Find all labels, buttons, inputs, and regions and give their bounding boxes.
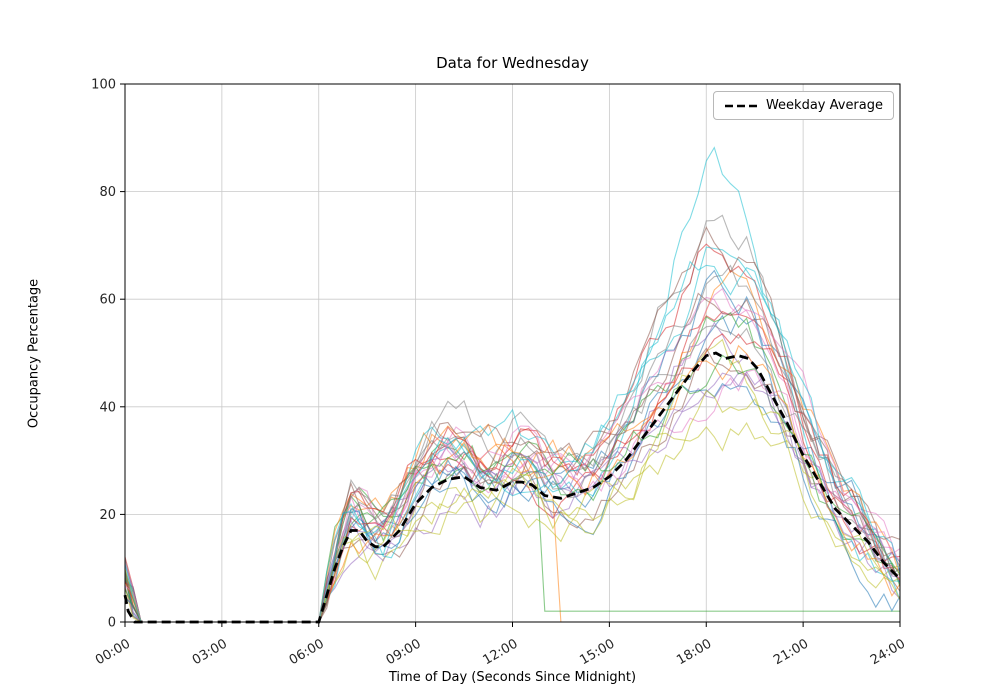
y-tick-label: 40	[99, 400, 116, 415]
x-tick-label: 12:00	[481, 636, 521, 668]
x-tick-label: 21:00	[771, 636, 811, 668]
y-tick-label: 20	[99, 508, 116, 523]
y-tick-label: 60	[99, 293, 116, 308]
legend: Weekday Average	[712, 91, 894, 120]
x-tick-label: 24:00	[868, 636, 908, 668]
x-tick-label: 00:00	[93, 636, 133, 668]
x-tick-label: 03:00	[190, 636, 230, 668]
chart-title: Data for Wednesday	[436, 54, 589, 72]
x-tick-label: 09:00	[384, 636, 424, 668]
legend-label: Weekday Average	[765, 98, 883, 113]
weekday-average-line	[123, 351, 901, 624]
y-tick-label: 100	[91, 78, 116, 93]
x-tick-label: 15:00	[577, 636, 617, 668]
x-tick-label: 06:00	[287, 636, 327, 668]
y-tick-label: 0	[108, 616, 116, 631]
x-axis-label: Time of Day (Seconds Since Midnight)	[388, 670, 637, 685]
x-tick-label: 18:00	[674, 636, 714, 668]
y-tick-label: 80	[99, 185, 116, 200]
legend-dashed-line-icon	[724, 104, 757, 107]
y-axis-label: Occupancy Percentage	[26, 278, 42, 429]
